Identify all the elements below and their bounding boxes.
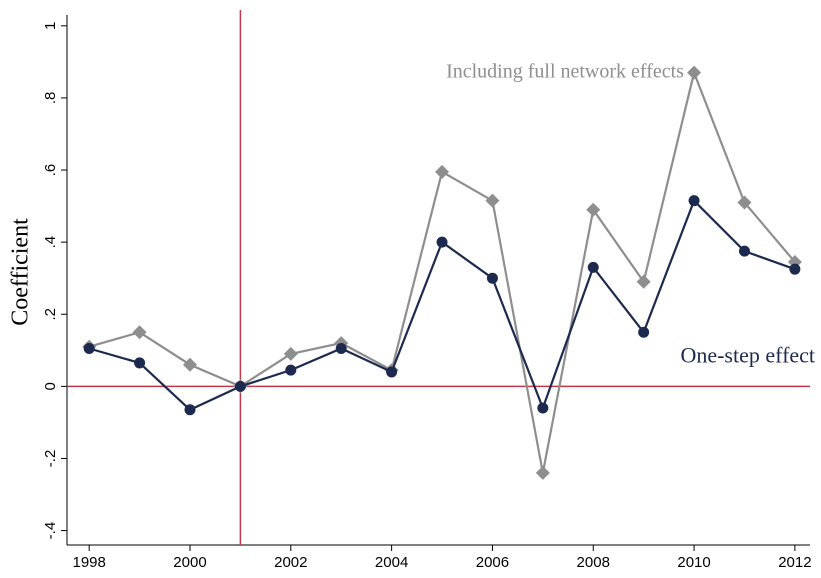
series-line: [88, 198, 796, 412]
series-line: [88, 69, 796, 474]
series-label: Including full network effects: [446, 60, 684, 82]
x-tick-label: 2002: [274, 554, 307, 571]
x-tick-label: 2012: [778, 554, 811, 571]
point: [737, 195, 752, 210]
point: [688, 195, 700, 207]
point: [285, 364, 297, 376]
point: [687, 65, 702, 80]
point: [587, 261, 599, 273]
point: [586, 202, 601, 217]
point: [83, 343, 95, 355]
point: [134, 357, 146, 369]
x-tick-label: 2008: [577, 554, 610, 571]
x-tick-label: 1998: [72, 554, 105, 571]
series-label: One-step effect: [680, 343, 815, 368]
y-tick-label: 1: [42, 22, 59, 30]
point: [789, 263, 801, 275]
point: [638, 326, 650, 338]
point: [132, 325, 147, 340]
y-axis-label: Coefficient: [8, 218, 34, 326]
point: [485, 193, 500, 208]
x-tick-label: 2006: [476, 554, 509, 571]
point: [283, 346, 298, 361]
y-tick-label: -.2: [42, 450, 59, 468]
point: [436, 236, 448, 248]
y-tick-label: 0: [42, 382, 59, 390]
point: [535, 465, 550, 480]
point: [435, 164, 450, 179]
point: [335, 343, 347, 355]
x-tick-label: 2000: [173, 554, 206, 571]
point: [182, 357, 197, 372]
point: [234, 380, 246, 392]
x-tick-label: 2010: [677, 554, 710, 571]
x-tick-label: 2004: [375, 554, 408, 571]
point: [486, 272, 498, 284]
y-tick-label: .8: [42, 92, 59, 105]
point: [537, 402, 549, 414]
point: [738, 245, 750, 257]
point: [386, 366, 398, 378]
y-tick-label: .6: [42, 164, 59, 177]
point: [636, 274, 651, 289]
y-tick-label: -.4: [42, 522, 59, 540]
y-tick-label: .4: [42, 236, 59, 249]
point: [184, 404, 196, 416]
y-tick-label: .2: [42, 308, 59, 321]
